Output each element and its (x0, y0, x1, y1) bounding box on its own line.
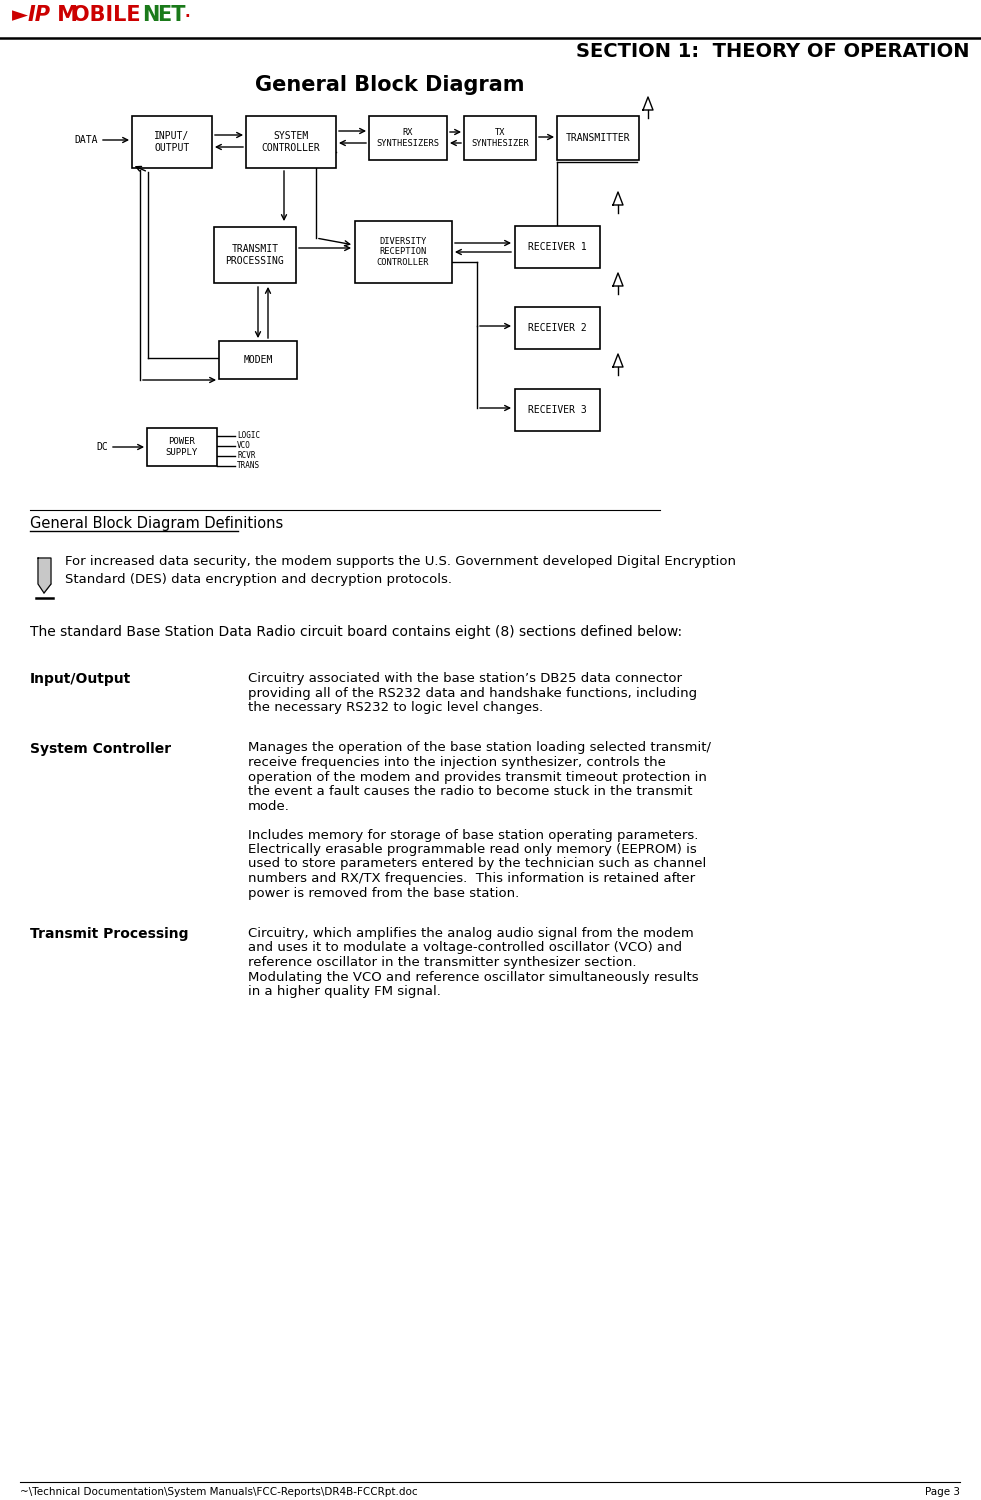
Text: numbers and RX/TX frequencies.  This information is retained after: numbers and RX/TX frequencies. This info… (248, 871, 696, 885)
Text: .: . (184, 4, 189, 20)
Bar (514, 226, 599, 268)
Text: ~\Technical Documentation\System Manuals\FCC-Reports\DR4B-FCCRpt.doc: ~\Technical Documentation\System Manuals… (20, 1486, 418, 1497)
Text: LOGIC: LOGIC (237, 432, 260, 441)
Text: ►: ► (12, 4, 28, 26)
Text: The standard Base Station Data Radio circuit board contains eight (8) sections d: The standard Base Station Data Radio cir… (30, 626, 682, 639)
Bar (246, 116, 336, 168)
Text: TX
SYNTHESIZER: TX SYNTHESIZER (471, 129, 529, 147)
Text: RX
SYNTHESIZERS: RX SYNTHESIZERS (377, 129, 439, 147)
Text: ET: ET (157, 4, 185, 26)
Text: Modulating the VCO and reference oscillator simultaneously results: Modulating the VCO and reference oscilla… (248, 970, 698, 984)
Bar (147, 427, 217, 466)
Text: used to store parameters entered by the technician such as channel: used to store parameters entered by the … (248, 858, 706, 870)
Bar (354, 220, 451, 284)
Text: System Controller: System Controller (30, 741, 171, 756)
Bar (514, 388, 599, 430)
Text: INPUT/
OUTPUT: INPUT/ OUTPUT (154, 130, 189, 153)
Text: RCVR: RCVR (237, 452, 255, 460)
Text: SYSTEM
CONTROLLER: SYSTEM CONTROLLER (262, 130, 321, 153)
Text: Page 3: Page 3 (925, 1486, 960, 1497)
Text: VCO: VCO (237, 441, 251, 450)
Bar (219, 340, 297, 380)
Text: M: M (50, 4, 78, 26)
Text: and uses it to modulate a voltage-controlled oscillator (VCO) and: and uses it to modulate a voltage-contro… (248, 942, 682, 954)
Text: Transmit Processing: Transmit Processing (30, 927, 188, 940)
Text: DATA: DATA (75, 135, 98, 146)
Text: OBILE: OBILE (72, 4, 140, 26)
Bar (464, 116, 536, 160)
Bar (369, 116, 447, 160)
Text: General Block Diagram Definitions: General Block Diagram Definitions (30, 516, 284, 531)
Text: operation of the modem and provides transmit timeout protection in: operation of the modem and provides tran… (248, 771, 707, 783)
Text: Circuitry associated with the base station’s DB25 data connector: Circuitry associated with the base stati… (248, 672, 682, 686)
Text: reference oscillator in the transmitter synthesizer section.: reference oscillator in the transmitter … (248, 956, 637, 969)
Text: General Block Diagram: General Block Diagram (255, 75, 525, 94)
Text: TRANS: TRANS (237, 462, 260, 471)
Text: N: N (142, 4, 159, 26)
Text: IP: IP (28, 4, 51, 26)
Text: providing all of the RS232 data and handshake functions, including: providing all of the RS232 data and hand… (248, 687, 697, 699)
Text: POWER
SUPPLY: POWER SUPPLY (166, 438, 198, 456)
Text: RECEIVER 2: RECEIVER 2 (528, 322, 587, 333)
Bar (214, 226, 296, 284)
Text: DIVERSITY
RECEPTION
CONTROLLER: DIVERSITY RECEPTION CONTROLLER (377, 237, 430, 267)
Text: Manages the operation of the base station loading selected transmit/: Manages the operation of the base statio… (248, 741, 711, 754)
Text: Includes memory for storage of base station operating parameters.: Includes memory for storage of base stat… (248, 828, 698, 842)
Text: Input/Output: Input/Output (30, 672, 131, 686)
Bar (514, 308, 599, 350)
Text: SECTION 1:  THEORY OF OPERATION: SECTION 1: THEORY OF OPERATION (577, 42, 970, 62)
Text: TRANSMITTER: TRANSMITTER (566, 134, 631, 142)
Text: mode.: mode. (248, 800, 289, 813)
Text: RECEIVER 3: RECEIVER 3 (528, 405, 587, 416)
Text: RECEIVER 1: RECEIVER 1 (528, 242, 587, 252)
Text: DC: DC (96, 442, 108, 452)
Bar (132, 116, 212, 168)
Text: in a higher quality FM signal.: in a higher quality FM signal. (248, 986, 440, 998)
Text: power is removed from the base station.: power is removed from the base station. (248, 886, 519, 900)
Polygon shape (38, 558, 51, 592)
Text: For increased data security, the modem supports the U.S. Government developed Di: For increased data security, the modem s… (65, 555, 736, 586)
Text: receive frequencies into the injection synthesizer, controls the: receive frequencies into the injection s… (248, 756, 666, 770)
Text: the necessary RS232 to logic level changes.: the necessary RS232 to logic level chang… (248, 700, 543, 714)
Text: TRANSMIT
PROCESSING: TRANSMIT PROCESSING (226, 244, 284, 266)
Text: Circuitry, which amplifies the analog audio signal from the modem: Circuitry, which amplifies the analog au… (248, 927, 694, 940)
Text: Electrically erasable programmable read only memory (EEPROM) is: Electrically erasable programmable read … (248, 843, 697, 856)
Bar (557, 116, 639, 160)
Text: the event a fault causes the radio to become stuck in the transmit: the event a fault causes the radio to be… (248, 784, 693, 798)
Text: MODEM: MODEM (243, 356, 273, 364)
